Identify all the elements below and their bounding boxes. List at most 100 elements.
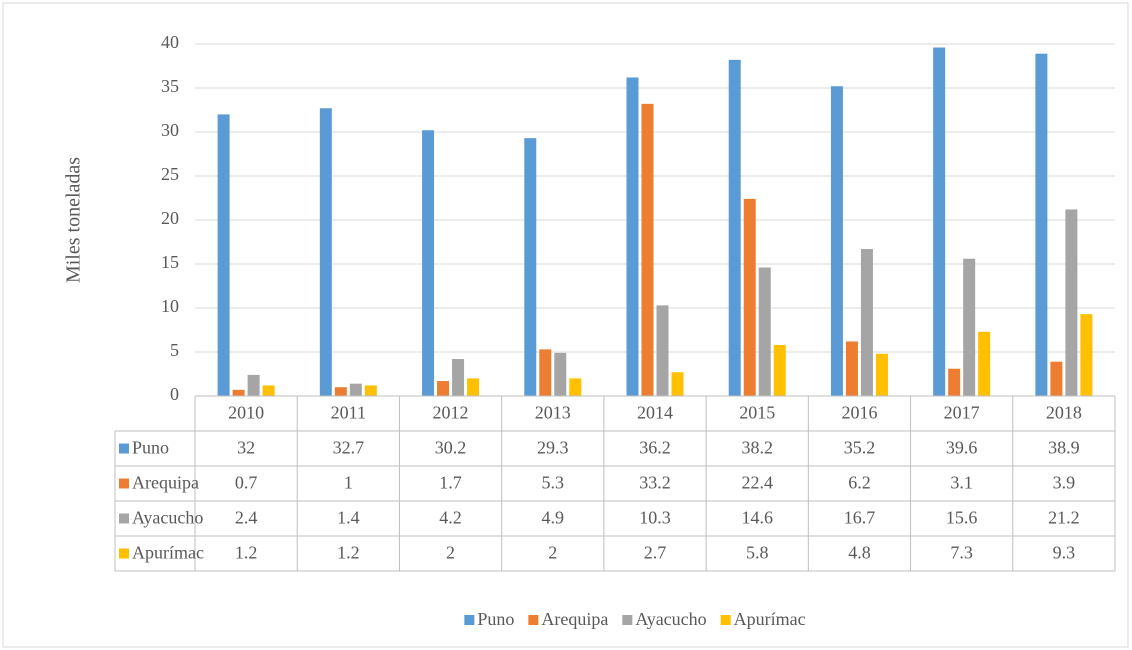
table-cell: 0.7 — [235, 473, 258, 493]
legend-label: Arequipa — [541, 609, 608, 629]
table-cell: 32 — [237, 438, 255, 458]
table-row-label: Puno — [132, 438, 169, 458]
table-cell: 38.2 — [741, 438, 773, 458]
bar — [963, 258, 976, 396]
bar — [262, 385, 275, 396]
table-cell: 36.2 — [639, 438, 671, 458]
table-cell: 33.2 — [639, 473, 671, 493]
x-tick-label: 2014 — [637, 403, 673, 423]
table-cell: 4.9 — [542, 508, 565, 528]
table-cell: 29.3 — [537, 438, 569, 458]
table-cell: 1 — [344, 473, 353, 493]
legend-label: Ayacucho — [635, 609, 706, 629]
bar — [1050, 361, 1063, 396]
bar — [422, 130, 435, 397]
x-tick-label: 2015 — [739, 403, 775, 423]
table-cell: 6.2 — [848, 473, 871, 493]
y-tick-label: 25 — [161, 164, 179, 184]
bar — [773, 344, 786, 396]
table-cell: 38.9 — [1048, 438, 1080, 458]
table-legend-key — [119, 443, 129, 454]
bar — [554, 352, 567, 396]
bar — [830, 86, 843, 397]
table-cell: 2 — [548, 543, 557, 563]
bar — [232, 389, 245, 396]
table-cell: 9.3 — [1053, 543, 1076, 563]
table-cell: 22.4 — [741, 473, 773, 493]
table-cell: 35.2 — [844, 438, 876, 458]
bar — [539, 349, 552, 396]
bar — [948, 368, 961, 396]
table-legend-key — [119, 548, 129, 559]
x-tick-label: 2013 — [535, 403, 571, 423]
table-cell: 2.7 — [644, 543, 667, 563]
legend-key — [622, 615, 633, 625]
y-tick-label: 40 — [161, 32, 179, 52]
table-row-label: Arequipa — [132, 473, 199, 493]
table-cell: 3.9 — [1053, 473, 1076, 493]
legend-key — [528, 615, 539, 625]
bar — [247, 374, 260, 396]
legend-key — [720, 615, 731, 625]
bar — [845, 341, 858, 396]
bar — [334, 387, 347, 396]
bar — [1035, 53, 1048, 397]
table-cell: 4.2 — [439, 508, 462, 528]
table-cell: 15.6 — [946, 508, 978, 528]
bar — [364, 385, 377, 396]
bar — [452, 359, 465, 396]
table-cell: 1.2 — [235, 543, 258, 563]
x-tick-label: 2011 — [331, 403, 366, 423]
x-tick-label: 2010 — [228, 403, 264, 423]
table-cell: 1.7 — [439, 473, 462, 493]
bar — [978, 331, 991, 396]
table-cell: 30.2 — [435, 438, 467, 458]
table-row-label: Apurímac — [132, 543, 204, 563]
y-tick-label: 0 — [170, 384, 179, 404]
bar — [758, 267, 771, 396]
legend-label: Puno — [477, 609, 514, 629]
bar — [437, 381, 450, 396]
table-cell: 10.3 — [639, 508, 671, 528]
table-cell: 39.6 — [946, 438, 978, 458]
legend-label: Apurímac — [734, 609, 806, 629]
y-tick-label: 10 — [161, 296, 179, 316]
table-row-label: Ayacucho — [132, 508, 203, 528]
bar — [860, 249, 873, 396]
y-tick-label: 20 — [161, 208, 179, 228]
bar — [569, 378, 582, 396]
bar — [743, 198, 756, 396]
bar — [875, 353, 888, 396]
y-axis-label: Miles toneladas — [63, 157, 85, 283]
legend-key — [464, 615, 475, 625]
table-cell: 1.4 — [337, 508, 360, 528]
x-tick-label: 2012 — [433, 403, 469, 423]
bar — [933, 47, 946, 397]
y-tick-label: 35 — [161, 76, 179, 96]
y-tick-label: 30 — [161, 120, 179, 140]
table-cell: 16.7 — [844, 508, 876, 528]
table-legend-key — [119, 478, 129, 489]
bar — [349, 383, 362, 396]
table-cell: 32.7 — [333, 438, 365, 458]
bar — [728, 59, 741, 397]
bar — [1065, 209, 1078, 396]
bar — [656, 305, 669, 396]
x-tick-label: 2017 — [944, 403, 980, 423]
table-cell: 5.3 — [542, 473, 565, 493]
table-cell: 4.8 — [848, 543, 871, 563]
bar — [671, 372, 684, 396]
bar — [641, 103, 654, 396]
table-cell: 3.1 — [950, 473, 973, 493]
x-tick-label: 2018 — [1046, 403, 1082, 423]
bar — [467, 378, 480, 396]
bar — [524, 138, 537, 396]
table-legend-key — [119, 513, 129, 524]
bar — [1080, 314, 1093, 396]
table-cell: 21.2 — [1048, 508, 1080, 528]
table-cell: 14.6 — [741, 508, 773, 528]
bar — [319, 108, 332, 397]
table-cell: 2 — [446, 543, 455, 563]
table-cell: 2.4 — [235, 508, 258, 528]
